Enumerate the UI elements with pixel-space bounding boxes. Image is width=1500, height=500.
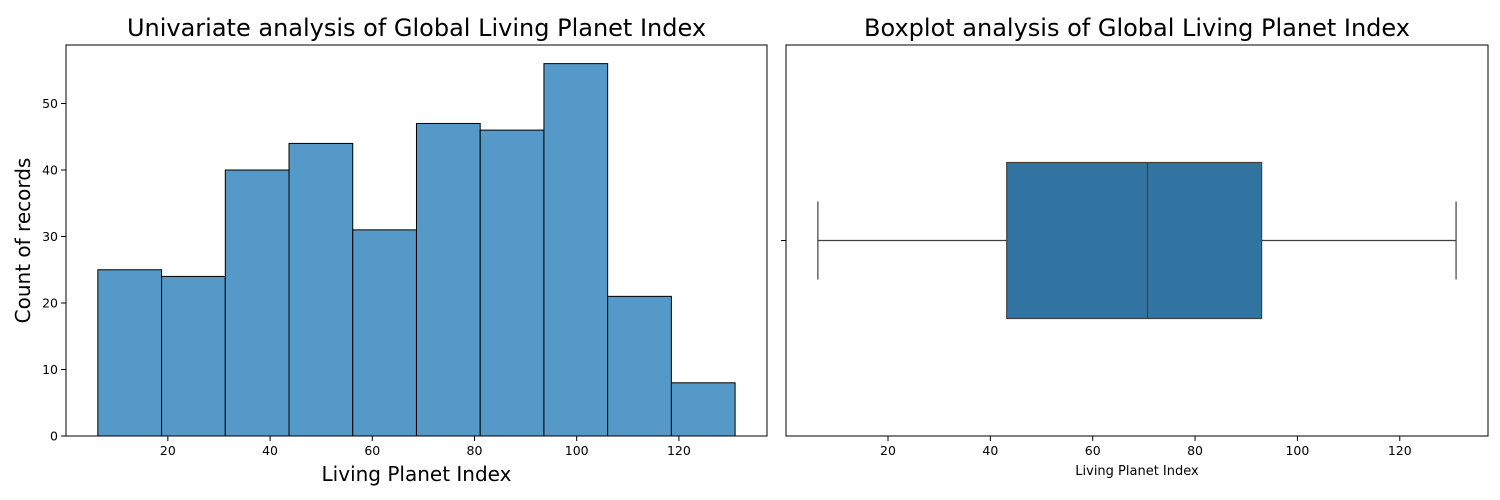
y-tick-label: 0	[50, 429, 58, 444]
y-tick-label: 50	[42, 96, 58, 111]
histogram-bar	[288, 142, 354, 437]
boxplot-marks	[781, 161, 1457, 320]
x-tick-label: 100	[565, 443, 589, 458]
histogram-bar	[415, 122, 481, 437]
histogram-bar	[97, 269, 163, 437]
x-tick-label: 20	[160, 443, 176, 458]
histogram-y-ticks: 0 10 20 30 40 50	[42, 96, 66, 444]
x-tick-label: 100	[1285, 443, 1309, 458]
y-tick-label: 10	[42, 362, 58, 377]
histogram-panel: Univariate analysis of Global Living Pla…	[11, 14, 768, 486]
histogram-y-axis-label: Count of records	[11, 158, 35, 324]
boxplot-title: Boxplot analysis of Global Living Planet…	[864, 14, 1410, 42]
histogram-bar	[670, 382, 736, 437]
boxplot-x-axis-label: Living Planet Index	[1075, 464, 1199, 479]
histogram-title: Univariate analysis of Global Living Pla…	[127, 14, 706, 42]
histogram-bars	[97, 63, 736, 437]
x-tick-label: 80	[1187, 443, 1203, 458]
x-tick-label: 120	[667, 443, 691, 458]
x-tick-label: 120	[1388, 443, 1412, 458]
x-tick-label: 80	[467, 443, 483, 458]
x-tick-label: 40	[982, 443, 998, 458]
histogram-bar	[352, 229, 417, 437]
x-tick-label: 20	[880, 443, 896, 458]
boxplot-panel: Boxplot analysis of Global Living Planet…	[781, 14, 1489, 479]
histogram-bar	[479, 129, 545, 437]
histogram-plot-frame	[65, 44, 768, 437]
histogram-bar	[543, 63, 609, 437]
y-tick-label: 40	[42, 163, 58, 178]
histogram-bar	[161, 275, 226, 437]
boxplot-box	[1006, 161, 1263, 320]
histogram-bar	[607, 295, 672, 437]
y-tick-label: 20	[42, 296, 58, 311]
boxplot-x-ticks: 20 40 60 80 100 120	[880, 436, 1412, 458]
x-tick-label: 40	[262, 443, 278, 458]
x-tick-label: 60	[364, 443, 380, 458]
histogram-bar	[224, 169, 290, 437]
x-tick-label: 60	[1085, 443, 1101, 458]
histogram-x-axis-label: Living Planet Index	[322, 462, 512, 486]
boxplot-plot-frame	[785, 44, 1489, 437]
y-tick-label: 30	[42, 229, 58, 244]
histogram-x-ticks: 20 40 60 80 100 120	[160, 436, 691, 458]
